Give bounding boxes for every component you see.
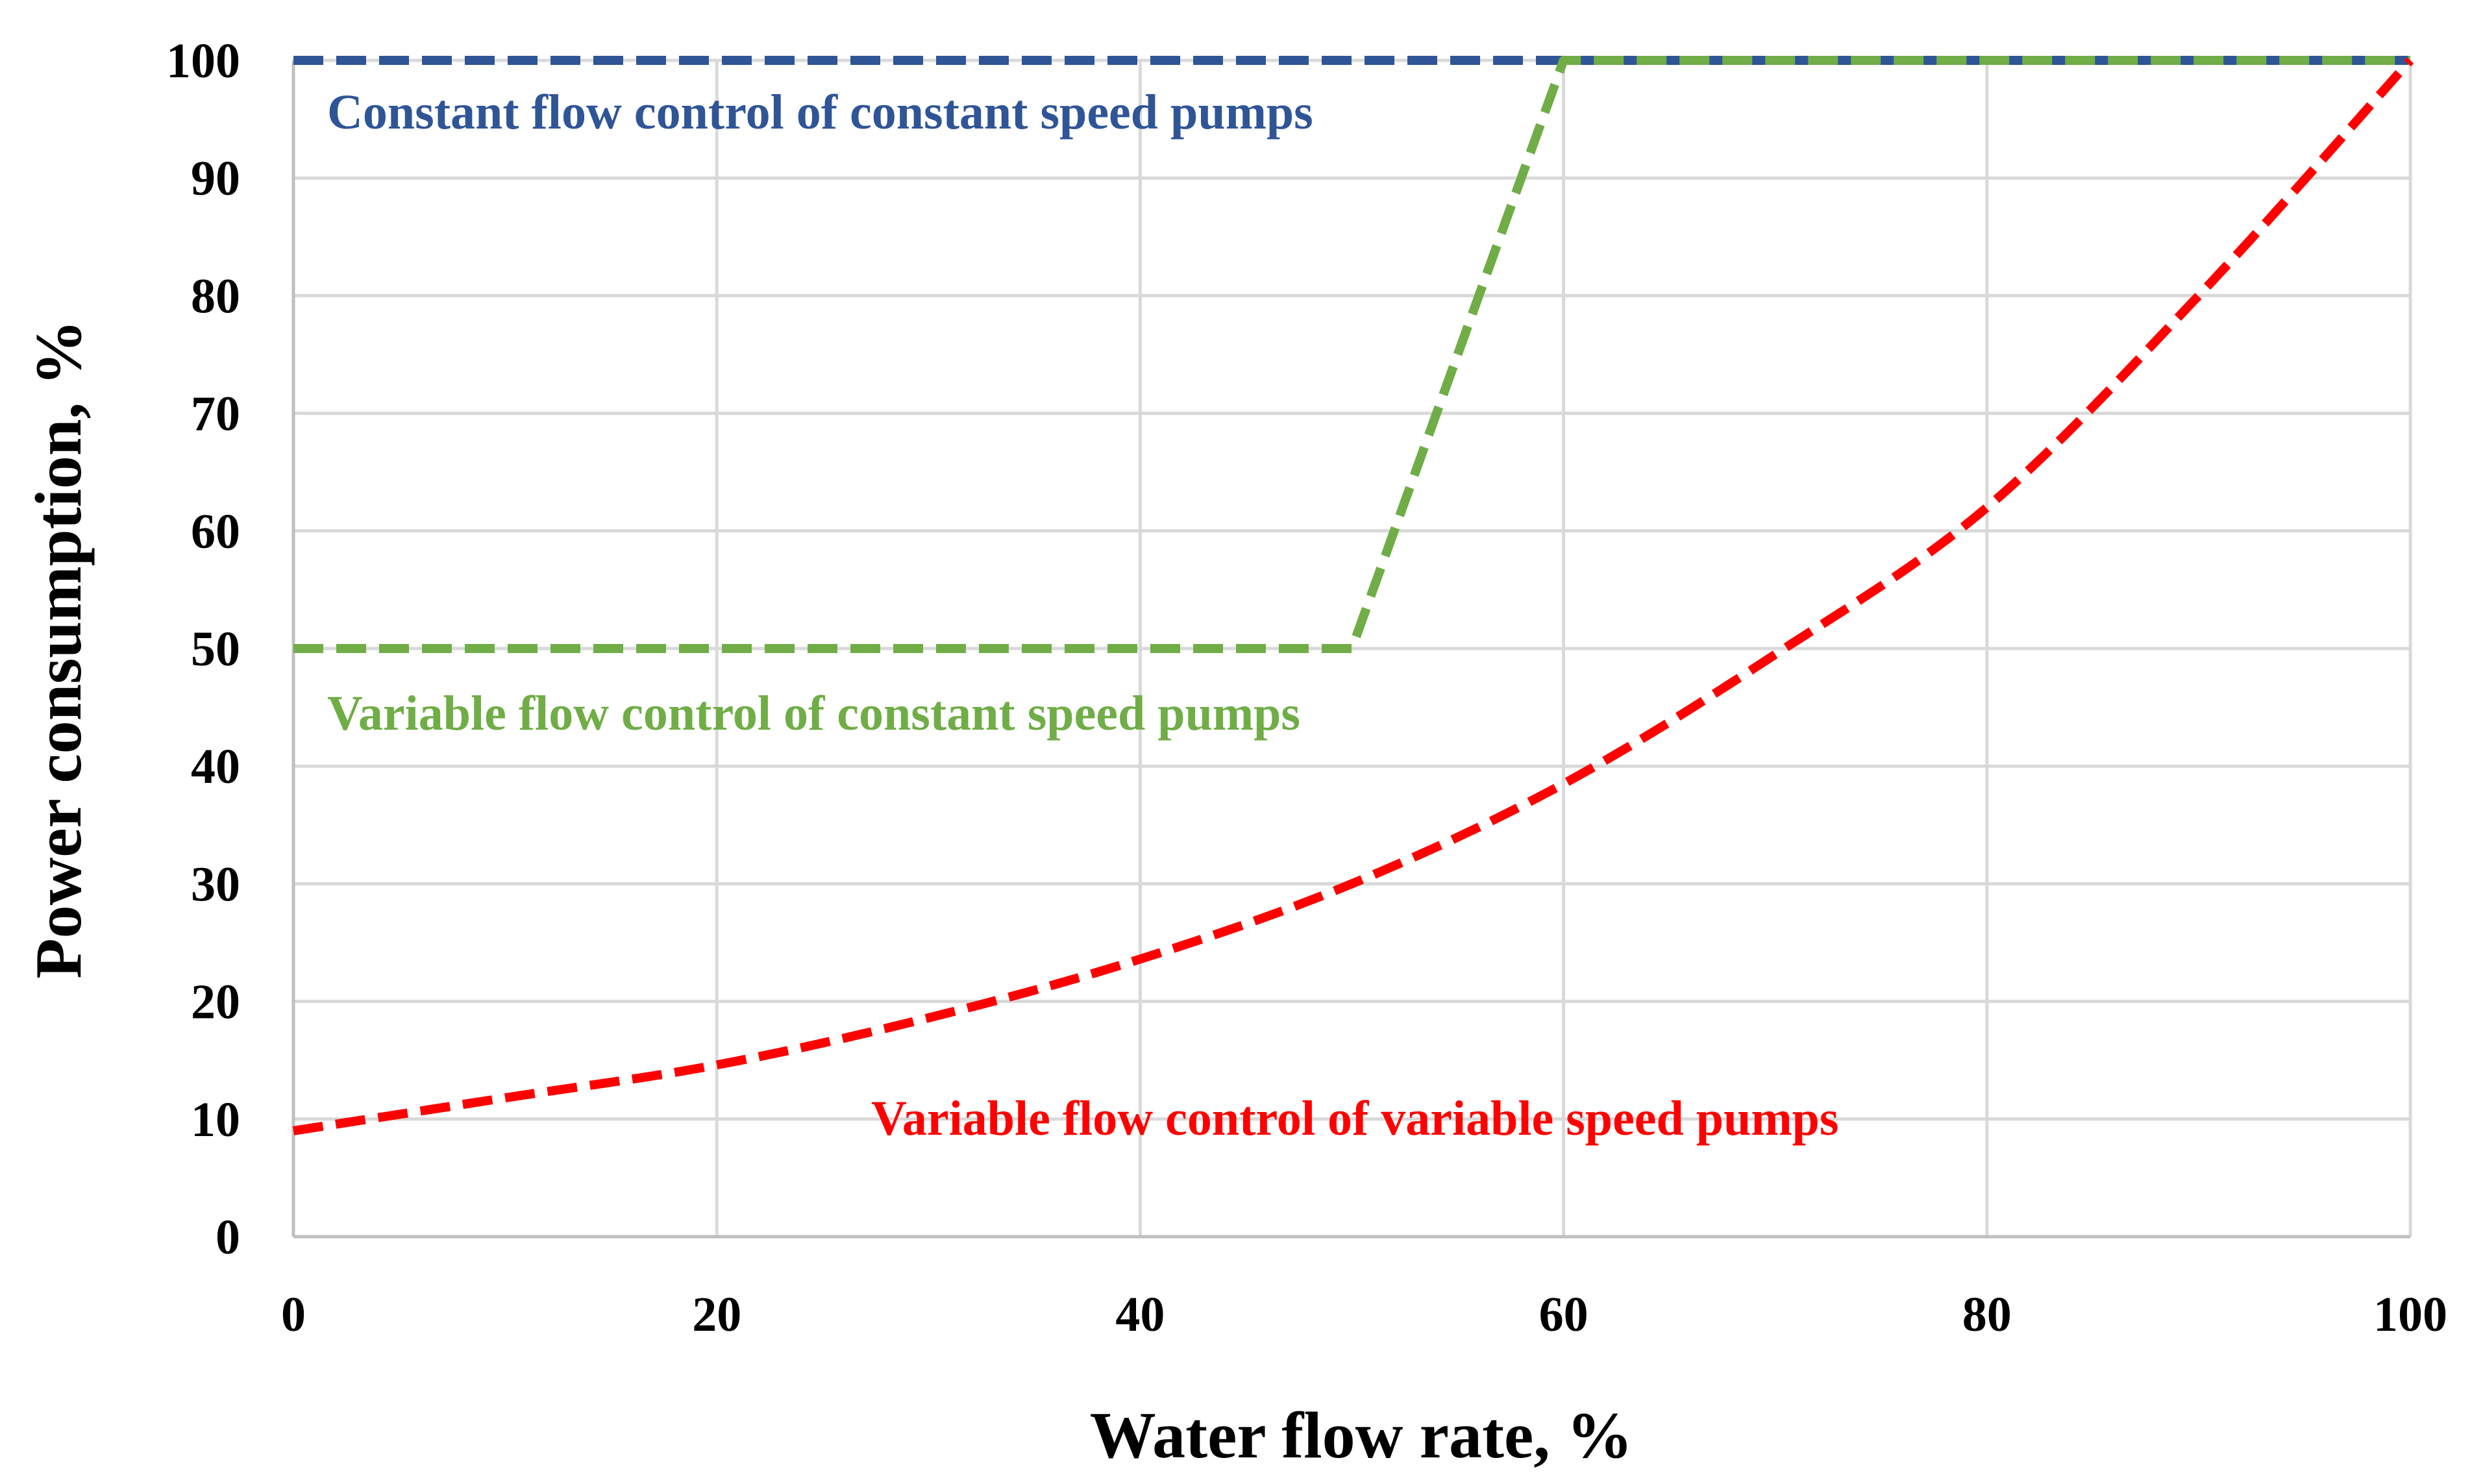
y-tick-label-80: 80 [191, 269, 240, 323]
series-lines [292, 56, 2414, 1135]
y-tick-label-100: 100 [166, 34, 240, 88]
grid-lines [293, 58, 2412, 1237]
y-axis-title: Power consumption, % [22, 319, 95, 978]
x-tick-label-100: 100 [2373, 1287, 2447, 1342]
y-tick-label-30: 30 [191, 857, 240, 911]
tick-labels: 0 10 20 30 40 50 60 70 80 90 100 0 20 40 60 80 100 [166, 34, 2447, 1342]
series-variable-flow-constant-speed [293, 56, 2410, 653]
annotation-variable-flow-constant-speed: Variable flow control of constant speed … [327, 686, 1300, 741]
x-axis-title: Water flow rate, % [1090, 1399, 1633, 1472]
y-tick-label-50: 50 [191, 622, 240, 676]
series-variable-flow-variable-speed [292, 57, 2414, 1135]
y-tick-label-20: 20 [191, 975, 240, 1030]
x-tick-label-80: 80 [1962, 1287, 2012, 1342]
y-tick-label-40: 40 [191, 739, 240, 794]
x-tick-label-40: 40 [1115, 1287, 1165, 1342]
x-tick-label-60: 60 [1539, 1287, 1588, 1342]
y-tick-label-90: 90 [191, 151, 240, 206]
y-tick-label-70: 70 [191, 387, 240, 441]
y-tick-label-0: 0 [216, 1210, 240, 1265]
annotation-constant-flow-constant-speed: Constant flow control of constant speed … [327, 85, 1313, 140]
x-tick-label-0: 0 [281, 1287, 306, 1342]
x-tick-label-20: 20 [692, 1287, 741, 1342]
annotation-variable-flow-variable-speed: Variable flow control of variable speed … [871, 1091, 1839, 1146]
y-tick-label-10: 10 [191, 1093, 240, 1147]
y-tick-label-60: 60 [191, 504, 240, 559]
